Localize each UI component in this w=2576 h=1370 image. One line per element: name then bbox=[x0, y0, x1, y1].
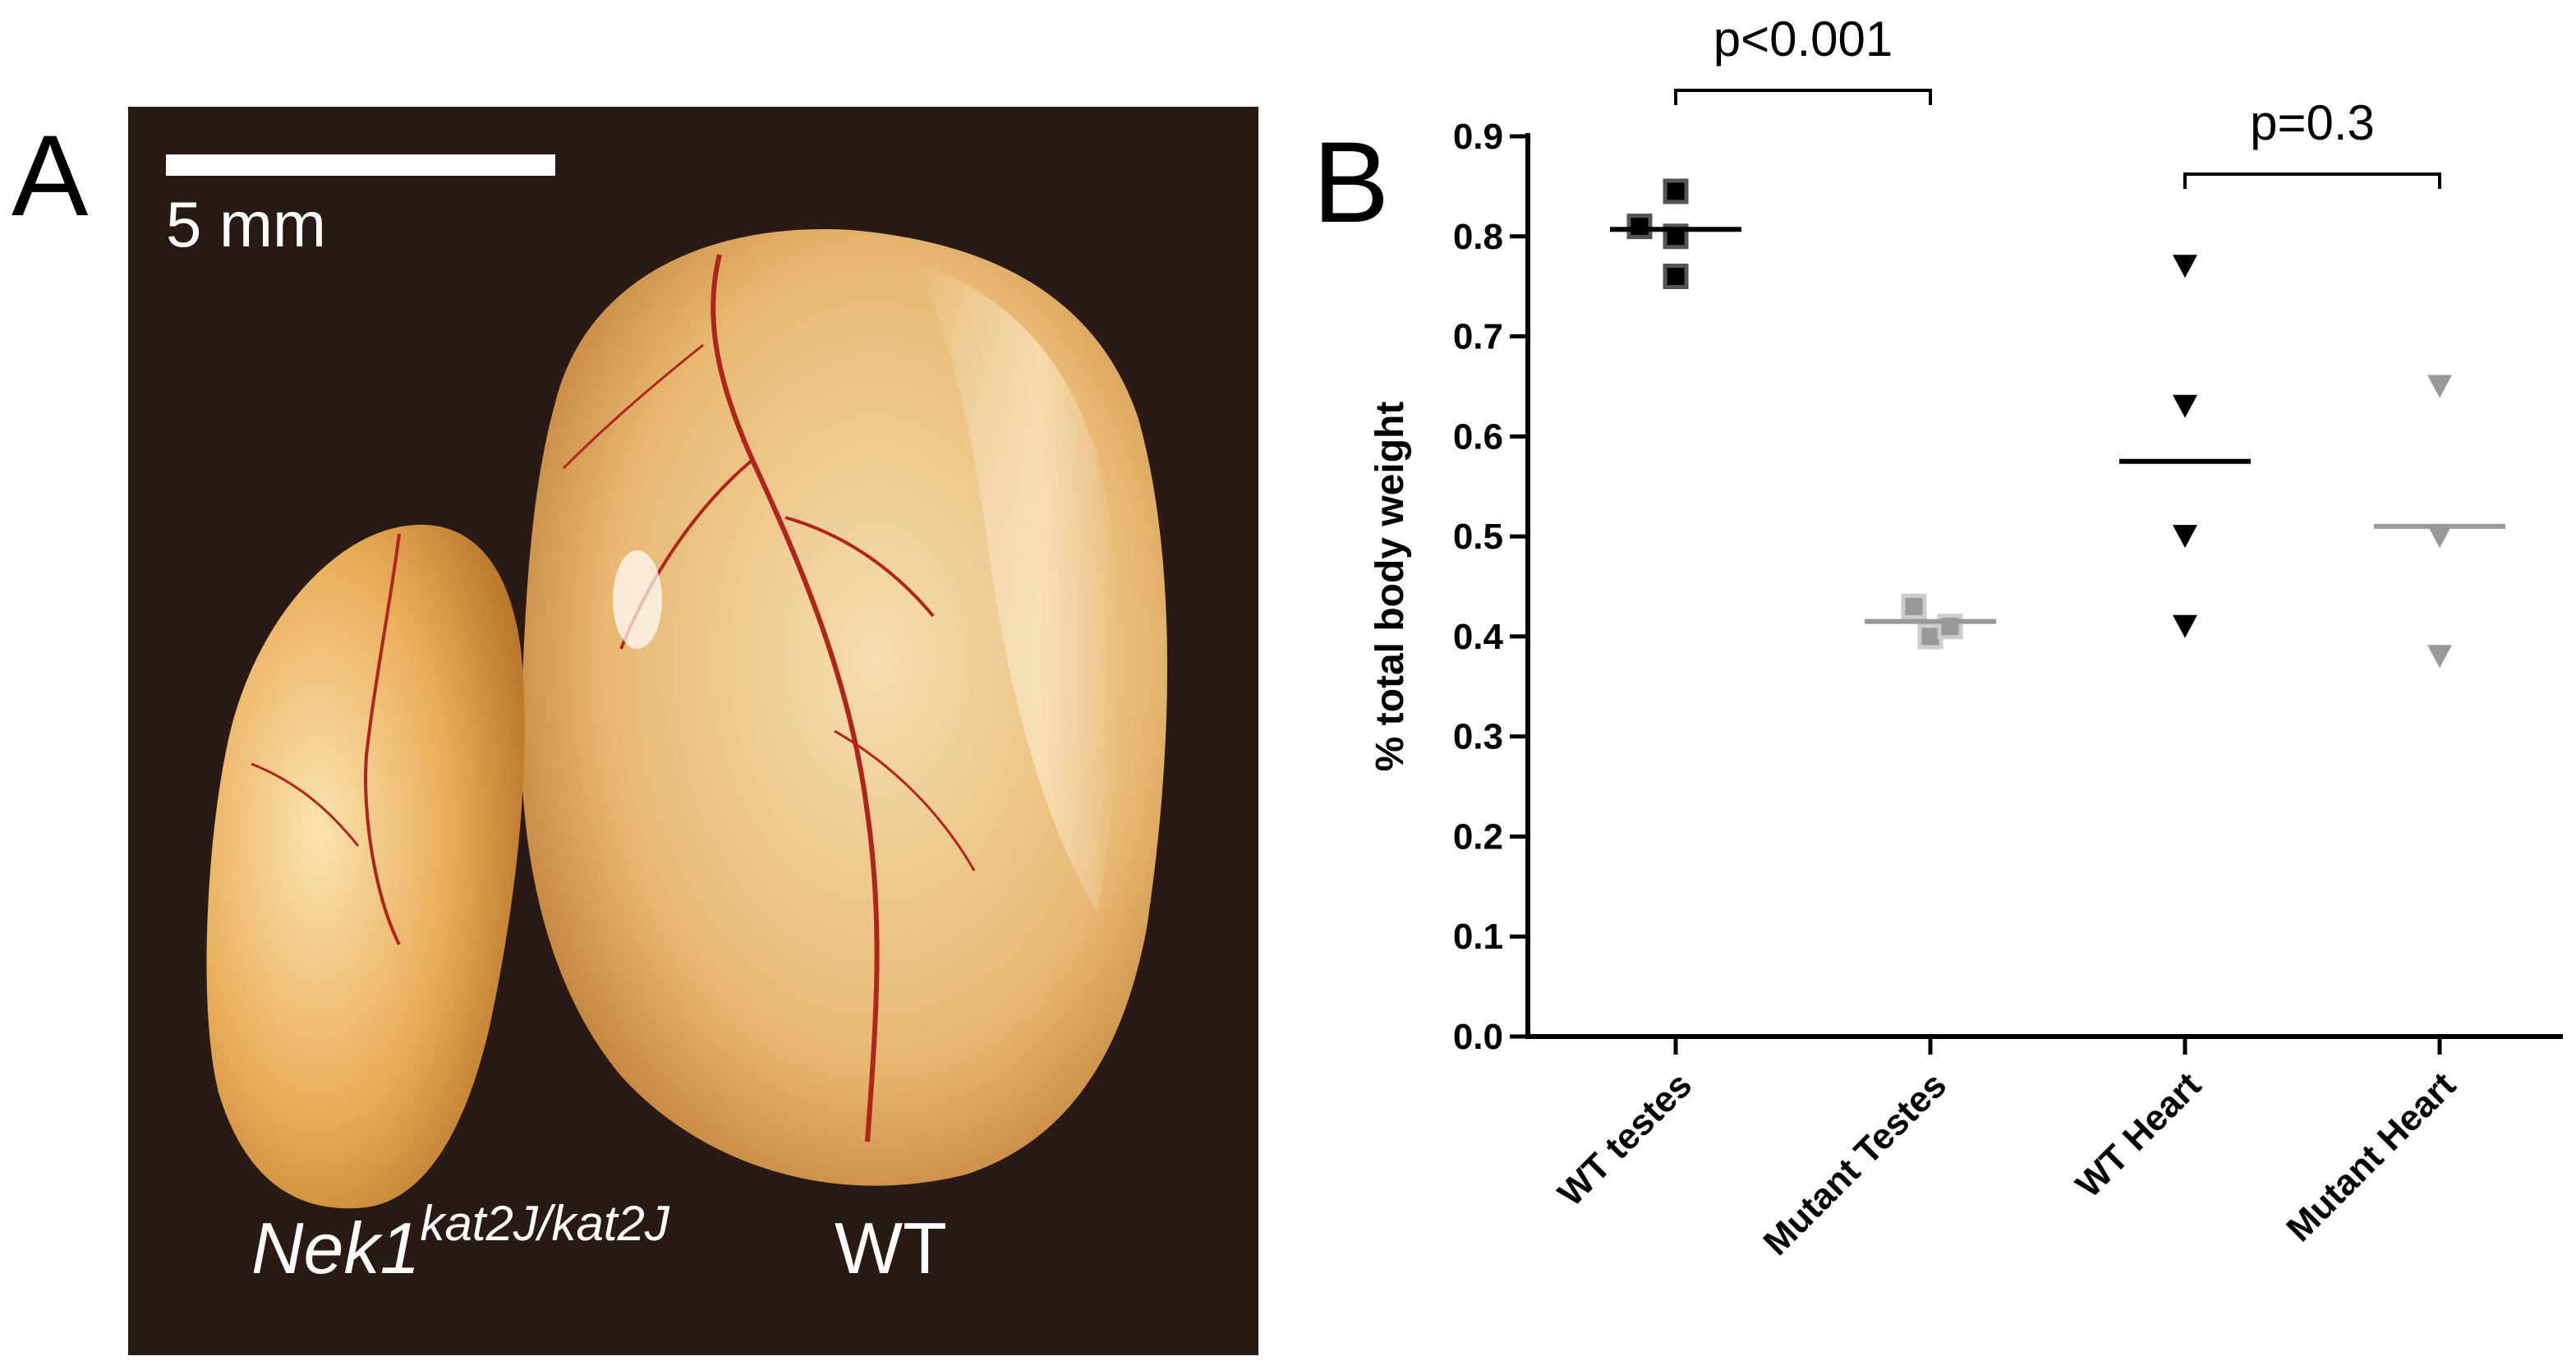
x-category-label: WT testes bbox=[1550, 1064, 1700, 1214]
wt-label: WT bbox=[835, 1207, 947, 1289]
data-point-triangle bbox=[2173, 394, 2197, 418]
significance-bracket bbox=[2183, 172, 2441, 189]
data-point-triangle bbox=[2173, 525, 2197, 549]
y-tick-label: 0.7 bbox=[1453, 317, 1503, 357]
data-point-square bbox=[1937, 614, 1963, 640]
scale-bar bbox=[166, 154, 555, 176]
x-category-label: Mutant Heart bbox=[2279, 1064, 2463, 1249]
data-point-square bbox=[1626, 214, 1653, 240]
data-point-square bbox=[1663, 178, 1689, 205]
y-tick-label: 0.4 bbox=[1453, 617, 1504, 657]
panel-b-label: B bbox=[1313, 117, 1390, 246]
data-point-triangle bbox=[2427, 645, 2452, 669]
scatter-chart: 0.0 0.1 0.2 0.3 0.4 0.5 0.6 0.7 0.8 0.9 % total bo… bbox=[1368, 11, 2563, 1263]
testes-photo: 5 mm Nek1kat2J/kat2J WT bbox=[128, 107, 1258, 1355]
panel-a-label: A bbox=[12, 111, 89, 240]
data-point-square bbox=[1901, 593, 1927, 619]
y-axis-label: % total body weight bbox=[1368, 402, 1412, 772]
y-tick-label: 0.8 bbox=[1453, 217, 1503, 257]
data-point-triangle bbox=[2173, 255, 2197, 278]
x-category-label: WT Heart bbox=[2068, 1064, 2209, 1205]
data-point-triangle bbox=[2427, 525, 2452, 549]
data-point-triangle bbox=[2427, 375, 2452, 398]
y-tick-label: 0.2 bbox=[1453, 816, 1503, 857]
y-tick-label: 0.6 bbox=[1453, 416, 1503, 457]
mutant-label: Nek1 bbox=[251, 1207, 420, 1289]
scale-bar-label: 5 mm bbox=[166, 188, 326, 260]
data-point-square bbox=[1663, 263, 1689, 289]
p-value-label: p=0.3 bbox=[2250, 95, 2375, 150]
svg-text:Nek1kat2J/kat2J: Nek1kat2J/kat2J bbox=[251, 1196, 670, 1289]
y-tick-label: 0.9 bbox=[1453, 117, 1503, 157]
y-tick-label: 0.5 bbox=[1453, 517, 1503, 557]
y-tick-label: 0.0 bbox=[1453, 1017, 1503, 1057]
y-tick-label: 0.1 bbox=[1453, 917, 1503, 957]
p-value-label: p<0.001 bbox=[1714, 11, 1893, 67]
mutant-label-superscript: kat2J/kat2J bbox=[420, 1196, 669, 1251]
data-point-triangle bbox=[2173, 614, 2197, 638]
mutant-testis bbox=[206, 524, 525, 1209]
y-tick-label: 0.3 bbox=[1453, 717, 1503, 757]
wt-testis bbox=[521, 228, 1167, 1186]
x-category-label: Mutant Testes bbox=[1756, 1064, 1955, 1263]
significance-bracket bbox=[1674, 89, 1932, 105]
